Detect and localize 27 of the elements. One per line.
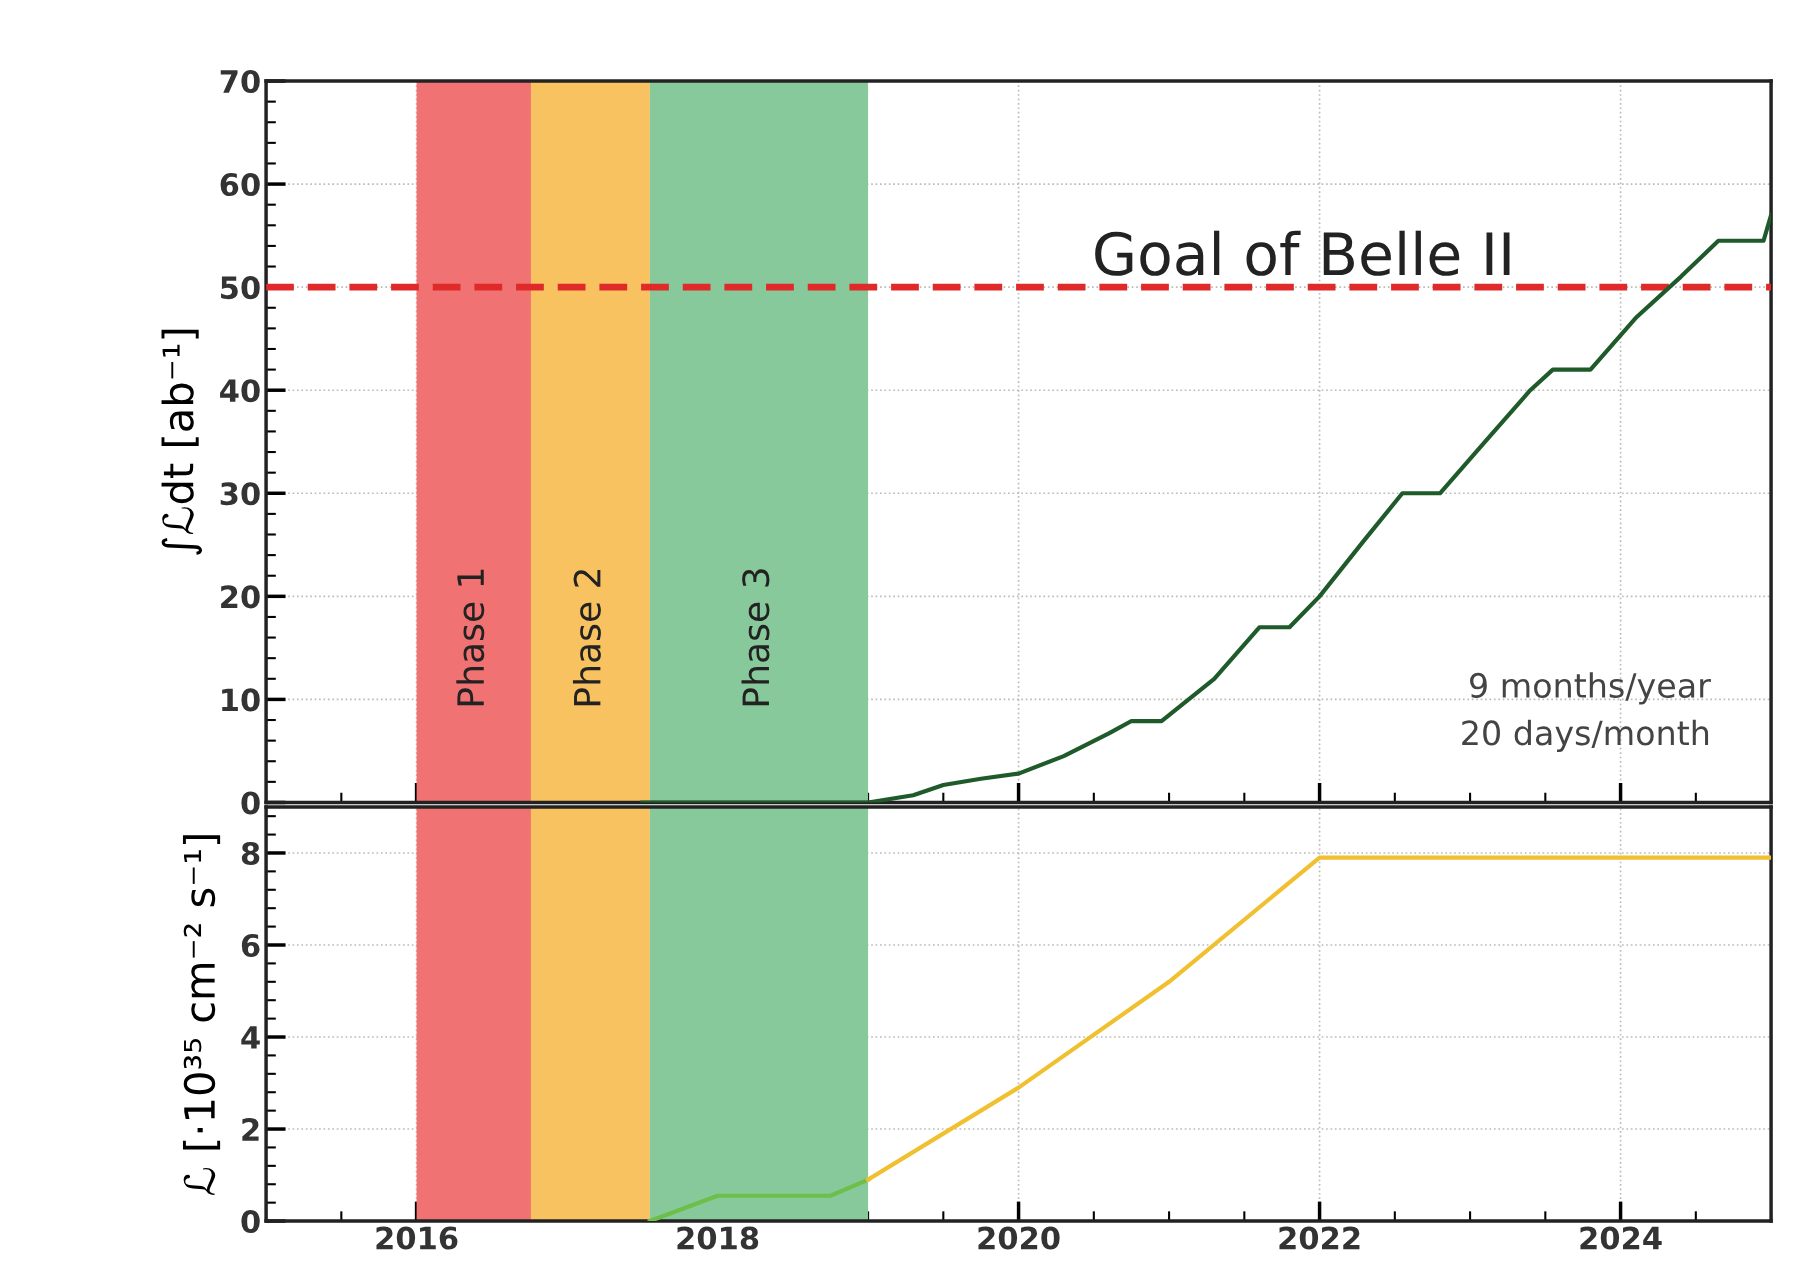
- y-axis-title: ℒ [·10³⁵ cm⁻² s⁻¹]: [182, 835, 221, 1195]
- y-axis-title: ∫ℒdt [ab⁻¹]: [161, 329, 203, 555]
- line-series: [865, 855, 1772, 1182]
- y-tick-label: 2: [242, 1117, 259, 1141]
- y-tick-label: 60: [220, 173, 260, 197]
- y-tick-label: 8: [241, 841, 260, 866]
- y-tick-label: 0: [241, 1209, 260, 1234]
- x-tick-label: 2020: [978, 1226, 1060, 1250]
- line-series: [640, 212, 1772, 803]
- y-tick-label: 30: [220, 482, 260, 506]
- y-tick-label: 4: [241, 1026, 260, 1049]
- x-tick-label: 2024: [1580, 1226, 1662, 1250]
- y-tick-label: 50: [221, 276, 260, 300]
- band-label: Phase 2: [572, 570, 601, 706]
- band-label: Phase 1: [456, 569, 485, 706]
- y-tick-label: 0: [241, 791, 260, 815]
- y-tick-label: 20: [221, 585, 260, 609]
- x-tick-label: 2016: [376, 1226, 458, 1250]
- band-label: Phase 3: [741, 569, 770, 706]
- y-tick-label: 6: [241, 933, 260, 958]
- x-tick-label: 2022: [1279, 1226, 1360, 1250]
- annotation: 9 months/year 20 days/month: [1462, 672, 1711, 752]
- y-tick-label: 40: [220, 379, 260, 403]
- y-tick-label: 10: [222, 688, 260, 712]
- y-tick-label: 70: [220, 69, 260, 94]
- ref-line-label: Goal of Belle II: [1095, 230, 1510, 276]
- x-tick-label: 2018: [677, 1226, 759, 1250]
